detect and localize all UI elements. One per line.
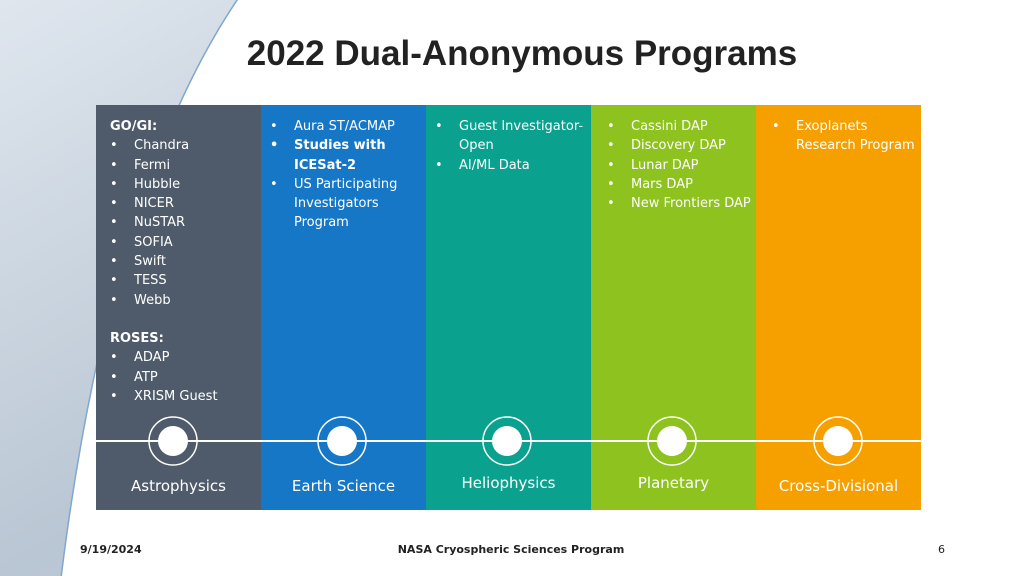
ring [647,416,697,466]
item: ATP [110,368,255,388]
timeline [96,416,921,466]
page-number: 6 [938,543,945,556]
column: GO/GI: Chandra Fermi Hubble NICER NuSTAR… [96,105,261,510]
column-label: Earth Science [291,477,396,495]
column: Exoplanets Research Program Cross-Divisi… [756,105,921,510]
item: Hubble [110,175,255,195]
item: Webb [110,291,255,311]
item: Fermi [110,156,255,176]
footer-center: NASA Cryospheric Sciences Program [397,543,625,556]
item: NuSTAR [110,213,255,233]
item: Cassini DAP [607,117,756,137]
column: Guest Investigator-Open AI/ML Data Helio… [426,105,591,510]
column-label: Heliophysics [461,474,556,492]
dot [492,426,522,456]
dot [327,426,357,456]
dot [657,426,687,456]
ring [813,416,863,466]
item: Exoplanets Research Program [772,117,915,156]
item: ADAP [110,348,255,368]
item: XRISM Guest [110,387,255,407]
item: Aura ST/ACMAP [270,117,420,137]
footer-date: 9/19/2024 [80,543,142,556]
item: SOFIA [110,233,255,253]
item: Mars DAP [607,175,756,195]
item: New Frontiers DAP [607,194,756,214]
item: US Participating Investigators Program [270,175,420,233]
item: Guest Investigator-Open [435,117,585,156]
item: Lunar DAP [607,156,756,176]
item: Swift [110,252,255,272]
dot [823,426,853,456]
group-heading: GO/GI: [110,119,158,134]
group-heading: ROSES: [110,330,164,346]
item: Chandra [110,136,255,156]
item: AI/ML Data [435,156,585,176]
ring [482,416,532,466]
column-label: Astrophysics [131,477,226,495]
item: Discovery DAP [607,136,756,156]
ring [317,416,367,466]
ring [148,416,198,466]
item: NICER [110,194,255,214]
item: TESS [110,271,255,291]
column-label: Cross-Divisional [778,477,899,495]
column-label: Planetary [637,474,710,492]
title: 2022 Dual-Anonymous Programs [246,34,798,73]
dot [158,426,188,456]
item: Studies with ICESat-2 [270,136,420,175]
